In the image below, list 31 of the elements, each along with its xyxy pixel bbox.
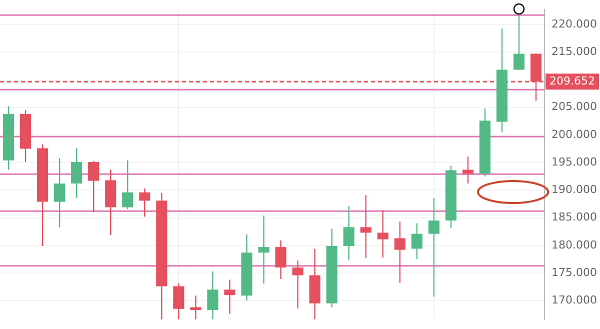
candlestick xyxy=(88,160,100,213)
candlestick xyxy=(428,197,440,298)
y-tick-label: 185.000 xyxy=(552,210,598,224)
candlestick xyxy=(122,160,134,210)
candlestick xyxy=(292,260,304,309)
candlestick xyxy=(275,240,286,280)
y-tick-label: 205.000 xyxy=(552,100,598,114)
candlestick xyxy=(377,209,388,258)
candlestick xyxy=(54,158,66,228)
y-tick-label: 195.000 xyxy=(552,155,598,168)
candlestick xyxy=(411,222,422,260)
candlestick xyxy=(343,206,354,261)
candlestick xyxy=(513,14,525,70)
candlestick xyxy=(224,279,236,314)
candlestick xyxy=(190,295,202,320)
candlestick xyxy=(462,156,474,184)
candlestick xyxy=(173,282,184,320)
candlestick xyxy=(258,214,270,284)
y-tick-label: 220.000 xyxy=(552,17,598,30)
ref-line-label: 209.652 xyxy=(550,74,596,88)
y-tick-label: 180.000 xyxy=(552,238,598,252)
candlestick xyxy=(71,148,82,199)
y-tick-label: 215.000 xyxy=(552,44,598,58)
candlestick xyxy=(394,221,406,284)
y-tick-label: 200.000 xyxy=(552,128,598,141)
candlestick xyxy=(207,270,218,320)
candlestick xyxy=(139,188,150,218)
y-tick-label: 170.000 xyxy=(552,293,598,306)
candlestick xyxy=(360,194,372,259)
y-tick-label: 175.000 xyxy=(552,266,598,279)
y-tick-label: 190.000 xyxy=(552,183,598,196)
